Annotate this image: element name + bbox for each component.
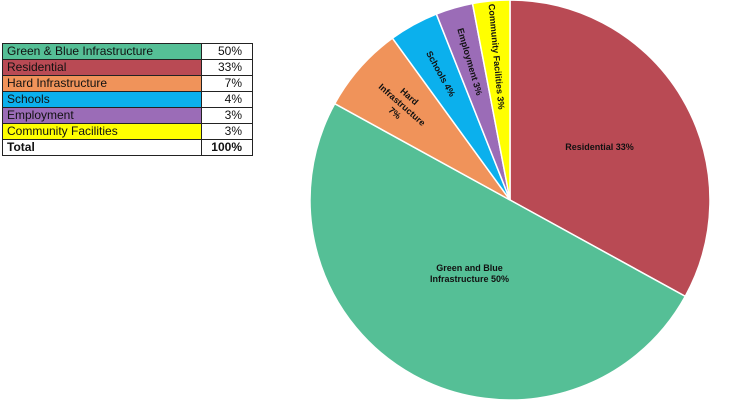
slice-label: Residential 33% <box>565 142 634 152</box>
slice-label: Green and Blue Infrastructure 50% <box>430 263 509 284</box>
legend-value: 3% <box>201 123 253 140</box>
legend-row: Green & Blue Infrastructure 50% <box>2 43 253 60</box>
slice-label-line: Infrastructure 50% <box>430 274 509 284</box>
legend-category: Employment <box>2 107 202 124</box>
legend-row: Employment 3% <box>2 107 253 124</box>
legend-row: Schools 4% <box>2 91 253 108</box>
legend-value: 3% <box>201 107 253 124</box>
slice-label-line: Residential 33% <box>565 142 634 152</box>
slice-label-line: Green and Blue <box>436 263 503 273</box>
legend-category: Green & Blue Infrastructure <box>2 43 202 60</box>
legend-category: Schools <box>2 91 202 108</box>
legend-table: Green & Blue Infrastructure 50% Residentia… <box>2 43 253 156</box>
legend-value: 7% <box>201 75 253 92</box>
legend-category: Community Facilities <box>2 123 202 140</box>
legend-total-value: 100% <box>201 139 253 156</box>
legend-row: Community Facilities 3% <box>2 123 253 140</box>
legend-value: 50% <box>201 43 253 60</box>
pie-slice <box>471 0 511 201</box>
legend-total-row: Total 100% <box>2 139 253 156</box>
legend-body: Green & Blue Infrastructure 50% Residentia… <box>2 43 253 156</box>
pie-slice <box>509 0 711 298</box>
pie-slice <box>309 102 687 400</box>
legend-total-label: Total <box>2 139 202 156</box>
